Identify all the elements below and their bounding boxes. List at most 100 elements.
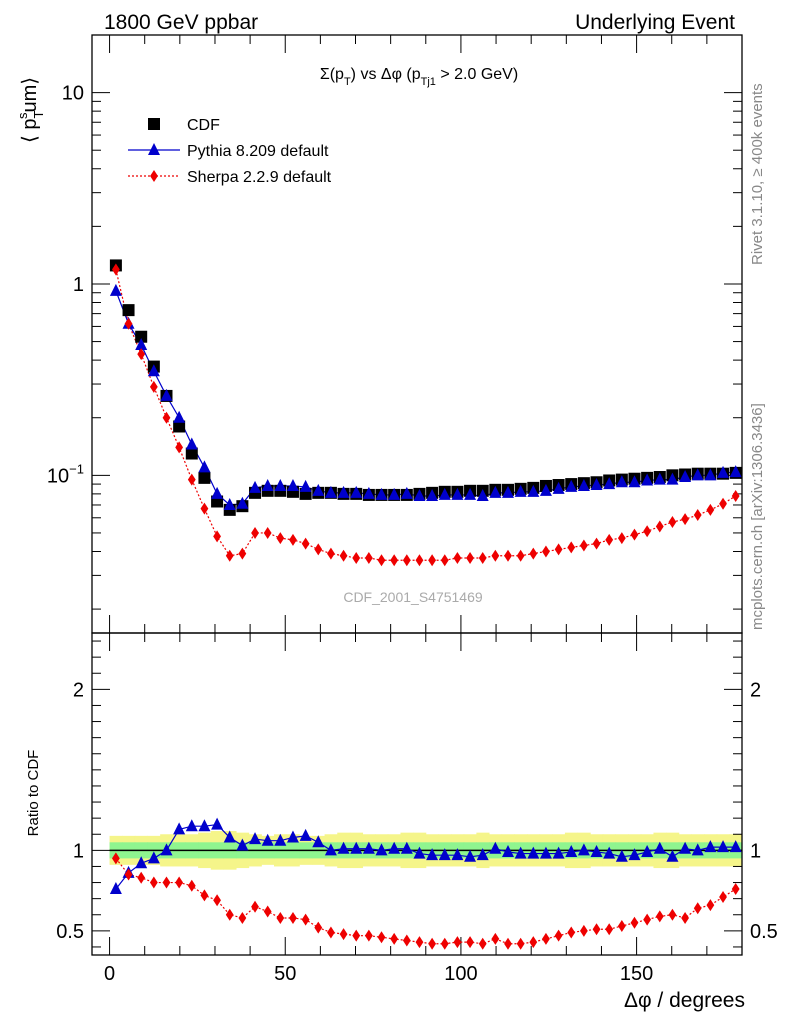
sherpa-point: [213, 530, 221, 543]
ratio-sherpa-point: [263, 905, 272, 918]
pythia-point: [173, 410, 186, 423]
ratio-pythia-point: [249, 832, 262, 845]
ratio-pythia-point: [236, 838, 249, 851]
sherpa-point: [719, 497, 727, 510]
lower-frame: [91, 632, 743, 956]
sherpa-point: [428, 554, 437, 567]
x-axis-label: Δφ / degrees: [624, 989, 745, 1012]
sherpa-point: [542, 545, 550, 558]
sherpa-point: [592, 537, 601, 550]
sherpa-point: [478, 551, 487, 564]
sherpa-point: [137, 348, 146, 361]
lower-ytick-label: 0.5: [56, 921, 84, 943]
ratio-pythia-point: [211, 817, 224, 830]
pythia-point: [615, 475, 628, 488]
sherpa-point: [630, 528, 639, 541]
ratio-pythia-point: [717, 840, 730, 853]
ratio-pythia-point: [464, 849, 477, 862]
upper-panel: 10 1 10−1 CDF_2001_S4751469 Σ(pT) vs Δφ (p…: [15, 34, 743, 634]
ratio-sherpa-point: [617, 920, 626, 933]
ratio-pythia-point: [388, 841, 401, 854]
pythia-point: [135, 337, 148, 350]
ratio-sherpa-point: [719, 891, 727, 904]
ratio-pythia-point: [653, 841, 666, 854]
side-label-top: Rivet 3.1.10, ≥ 400k events: [749, 83, 766, 265]
sherpa-point: [162, 411, 171, 424]
side-label-bottom: mcplots.cern.ch [arXiv:1306.3436]: [749, 403, 766, 630]
pythia-point: [223, 497, 236, 510]
pythia-point: [426, 488, 439, 501]
upper-ytick-label: 10−1: [47, 461, 84, 487]
ratio-sherpa-point: [491, 932, 500, 945]
ratio-pythia-point: [438, 848, 451, 861]
ratio-pythia-point: [527, 846, 540, 859]
sherpa-point: [301, 537, 310, 550]
legend-entry: Sherpa 2.2.9 default: [187, 169, 332, 186]
sherpa-point: [466, 551, 474, 564]
ratio-sherpa-point: [440, 937, 449, 950]
lower-ytick-label: 1: [73, 840, 84, 862]
sherpa-point: [731, 489, 740, 502]
upper-ytick-label: 1: [73, 274, 84, 296]
legend-entry: Pythia 8.209 default: [187, 143, 329, 160]
pythia-point: [324, 485, 337, 498]
legend: CDF Pythia 8.209 default Sherpa 2.2.9 defa…: [128, 117, 332, 186]
ratio-sherpa-point: [605, 923, 614, 936]
ratio-pythia-point: [375, 843, 388, 856]
pythia-point: [350, 485, 363, 498]
pythia-point: [464, 487, 477, 500]
ratio-pythia-point: [286, 830, 299, 843]
pythia-point: [413, 488, 426, 501]
pythia-point: [312, 483, 325, 496]
ratio-sherpa-point: [276, 911, 285, 924]
ratio-pythia-point: [109, 881, 122, 894]
sherpa-point: [655, 520, 664, 533]
sherpa-point: [516, 549, 525, 562]
sherpa-point: [225, 549, 234, 562]
pythia-point: [198, 460, 211, 473]
sherpa-point: [605, 533, 614, 546]
lower-ylabel: Ratio to CDF: [25, 750, 42, 837]
pythia-point: [476, 488, 489, 501]
ratio-pythia-point: [312, 835, 325, 848]
xtick-label: 150: [620, 963, 653, 985]
sherpa-point: [111, 263, 120, 276]
ratio-sherpa-point: [225, 908, 234, 921]
ratio-pythia-point: [476, 848, 489, 861]
sherpa-point: [238, 547, 247, 560]
pythia-point: [565, 479, 578, 492]
lower-panel: 0.5 0.5 1 1 2 2 0 50 100 150 Ratio to CDF Δφ / de…: [25, 632, 778, 1012]
ratio-sherpa-point: [630, 916, 639, 929]
ratio-pythia-point: [577, 843, 590, 856]
ratio-sherpa-point: [364, 929, 373, 942]
ratio-sherpa-point: [542, 932, 550, 945]
sherpa-point: [289, 533, 297, 546]
sherpa-point: [276, 532, 285, 545]
ratio-pythia-point: [628, 848, 641, 861]
ratio-sherpa-point: [301, 913, 310, 926]
ratio-sherpa-point: [706, 899, 715, 912]
pythia-point: [362, 486, 375, 499]
sherpa-point: [352, 551, 361, 564]
sherpa-point: [390, 554, 399, 567]
pythia-point: [489, 485, 502, 498]
pythia-point: [691, 468, 704, 481]
sherpa-point: [579, 539, 588, 552]
ratio-sherpa-point: [504, 937, 512, 950]
pythia-point: [286, 478, 299, 491]
ratio-sherpa-point: [529, 936, 538, 949]
pythia-point: [249, 480, 262, 493]
ratio-sherpa-point: [390, 932, 399, 945]
sherpa-point: [453, 551, 462, 564]
ratio-sherpa-point: [643, 913, 652, 926]
pythia-point: [590, 478, 603, 491]
sherpa-point: [251, 526, 259, 539]
pythia-point: [577, 478, 590, 491]
upper-ytick-label: 10: [62, 83, 84, 105]
cdf-point: [173, 420, 186, 433]
cdf-point: [198, 471, 211, 484]
sherpa-line: [115, 269, 736, 561]
ratio-pythia-point: [641, 844, 654, 857]
cdf-point: [135, 330, 148, 343]
ratio-pythia-point: [666, 849, 679, 862]
